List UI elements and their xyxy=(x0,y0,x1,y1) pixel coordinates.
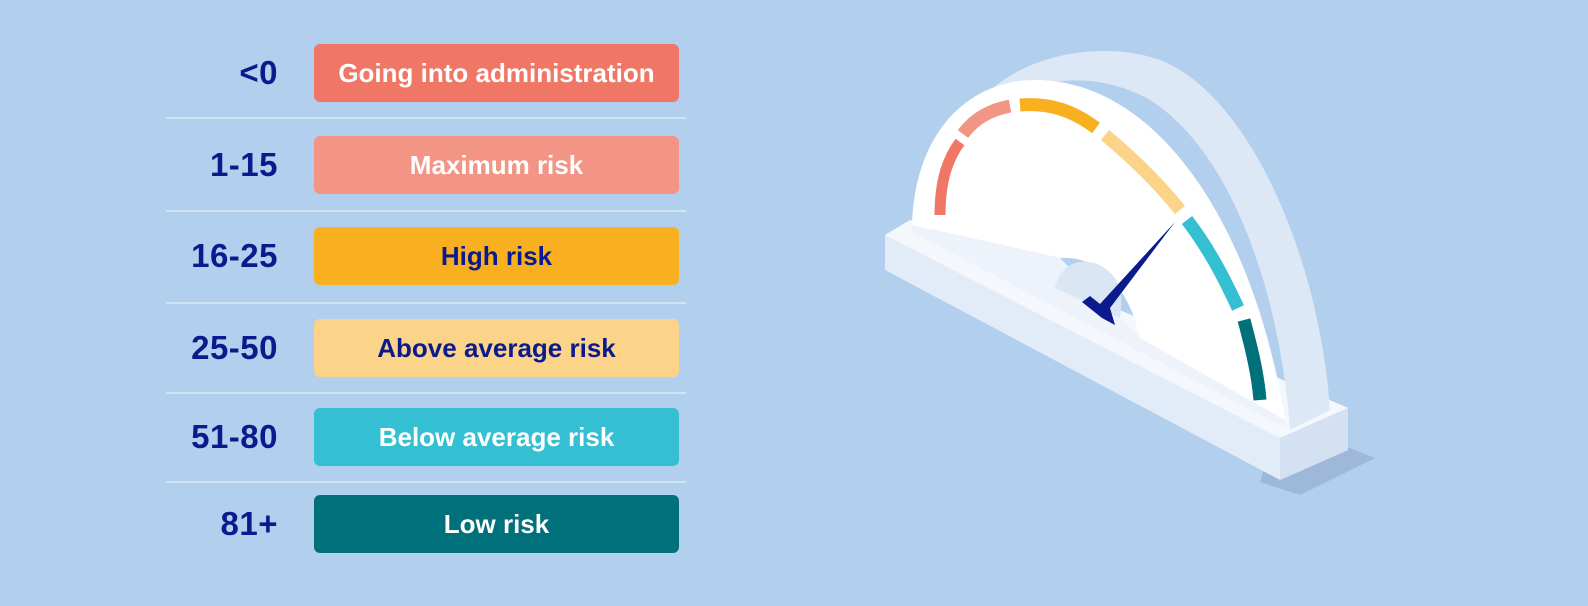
score-range-label: 1-15 xyxy=(209,146,278,183)
arc-segment-low-risk xyxy=(1237,318,1267,401)
row-divider xyxy=(166,117,686,119)
speedometer-gauge-icon xyxy=(860,20,1420,540)
score-range-label: 16-25 xyxy=(191,237,278,274)
legend-row-below-average-risk: 51-80 Below average risk xyxy=(0,408,700,466)
row-divider xyxy=(166,481,686,483)
gauge-base-end xyxy=(1280,408,1348,480)
row-divider xyxy=(166,302,686,304)
arc-segment-going-into-administration xyxy=(934,138,965,216)
row-divider xyxy=(166,210,686,212)
legend-row-above-average-risk: 25-50 Above average risk xyxy=(0,319,700,377)
gauge-illustration xyxy=(885,50,1375,495)
legend-row-maximum-risk: 1-15 Maximum risk xyxy=(0,136,700,194)
legend-row-high-risk: 16-25 High risk xyxy=(0,227,700,285)
legend-row-low-risk: 81+ Low risk xyxy=(0,495,700,553)
score-range-label: 81+ xyxy=(220,505,278,542)
row-divider xyxy=(166,392,686,394)
score-range-label: 51-80 xyxy=(191,418,278,455)
risk-badge-high-risk: High risk xyxy=(314,227,679,285)
risk-badge-going-into-administration: Going into administration xyxy=(314,44,679,102)
arc-segment-high-risk xyxy=(1019,98,1100,134)
arc-segment-above-average-risk xyxy=(1100,130,1186,215)
gauge-needle xyxy=(1082,222,1175,325)
risk-badge-below-average-risk: Below average risk xyxy=(314,408,679,466)
risk-badge-maximum-risk: Maximum risk xyxy=(314,136,679,194)
arc-segment-below-average-risk xyxy=(1181,216,1244,311)
legend-row-going-into-administration: <0 Going into administration xyxy=(0,44,700,102)
arc-segment-maximum-risk xyxy=(957,99,1012,139)
risk-legend: <0 Going into administration 1-15 Maximu… xyxy=(0,0,700,606)
gauge-dial-face xyxy=(912,80,1285,420)
risk-badge-low-risk: Low risk xyxy=(314,495,679,553)
risk-badge-above-average-risk: Above average risk xyxy=(314,319,679,377)
gauge-back-shell xyxy=(950,50,1330,430)
score-range-label: <0 xyxy=(239,54,278,91)
gauge-dial-edge xyxy=(912,225,1285,428)
score-range-label: 25-50 xyxy=(191,329,278,366)
